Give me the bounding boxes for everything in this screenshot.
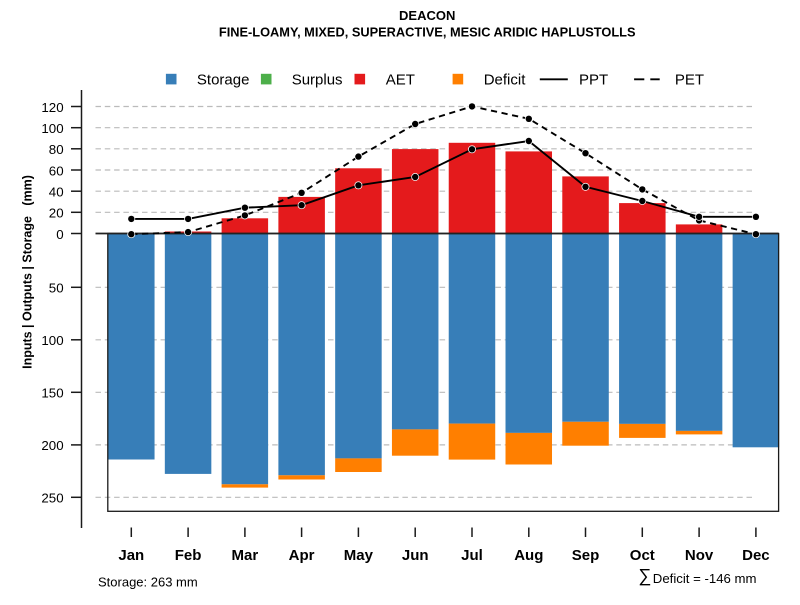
svg-text:0: 0: [56, 227, 63, 242]
svg-text:200: 200: [41, 438, 63, 453]
svg-text:Oct: Oct: [630, 547, 655, 564]
svg-text:DEACON: DEACON: [399, 8, 455, 23]
svg-text:120: 120: [41, 100, 63, 115]
svg-text:50: 50: [49, 281, 64, 296]
svg-text:Storage: 263 mm: Storage: 263 mm: [98, 574, 198, 589]
svg-text:Aug: Aug: [514, 547, 543, 564]
svg-text:AET: AET: [386, 72, 415, 89]
svg-text:Deficit = -146 mm: Deficit = -146 mm: [653, 571, 757, 586]
svg-text:Sep: Sep: [572, 547, 600, 564]
svg-text:Jun: Jun: [402, 547, 429, 564]
svg-text:Mar: Mar: [232, 547, 259, 564]
svg-text:May: May: [344, 547, 374, 564]
svg-text:Deficit: Deficit: [484, 72, 527, 89]
svg-text:100: 100: [41, 121, 63, 136]
svg-text:PPT: PPT: [579, 72, 608, 89]
svg-text:Feb: Feb: [175, 547, 202, 564]
svg-text:Apr: Apr: [289, 547, 315, 564]
svg-text:∑: ∑: [638, 564, 651, 585]
svg-text:Nov: Nov: [685, 547, 714, 564]
svg-text:Dec: Dec: [742, 547, 770, 564]
svg-text:FINE-LOAMY, MIXED, SUPERACTIVE: FINE-LOAMY, MIXED, SUPERACTIVE, MESIC AR…: [219, 24, 636, 39]
svg-text:PET: PET: [675, 72, 704, 89]
svg-text:20: 20: [49, 206, 64, 221]
svg-text:100: 100: [41, 333, 63, 348]
svg-text:80: 80: [49, 142, 64, 157]
svg-text:40: 40: [49, 185, 64, 200]
svg-text:60: 60: [49, 163, 64, 178]
svg-text:Jan: Jan: [118, 547, 144, 564]
svg-text:Jul: Jul: [461, 547, 483, 564]
svg-text:Inputs | Outputs | Storage (: Inputs | Outputs | Storage (mm): [21, 175, 35, 369]
svg-text:Surplus: Surplus: [292, 72, 343, 89]
svg-text:Storage: Storage: [197, 72, 250, 89]
svg-text:150: 150: [41, 386, 63, 401]
svg-text:250: 250: [41, 491, 63, 506]
